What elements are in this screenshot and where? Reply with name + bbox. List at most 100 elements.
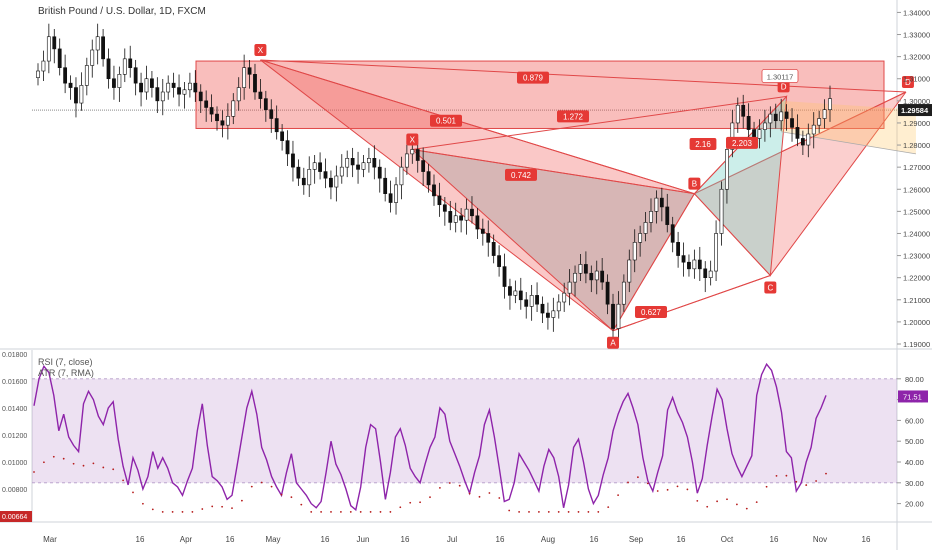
atr-dot [250, 485, 253, 488]
candle-body [697, 259, 702, 270]
candle-body [410, 149, 415, 155]
atr-dot [518, 511, 520, 513]
atr-dot [52, 455, 55, 458]
atr-dot [43, 461, 45, 464]
candle-body [822, 109, 827, 119]
pattern-xd-line [260, 59, 906, 93]
candle-body [269, 109, 274, 119]
pattern-xb-line [260, 59, 695, 195]
candle-body [529, 295, 534, 307]
candle-body [432, 184, 436, 197]
candle-body [236, 87, 241, 102]
atr-dot [33, 471, 35, 473]
candle-body [220, 120, 225, 126]
atr-dot [260, 481, 263, 484]
atr-dot [280, 493, 283, 496]
candle-body [63, 67, 68, 84]
candle-body [84, 65, 89, 86]
candle-body [556, 301, 561, 312]
candle-body [632, 242, 637, 261]
atr-dot [92, 462, 95, 465]
point-x1-label-bg [254, 43, 267, 56]
candle-body [421, 160, 426, 172]
atr-dot [389, 511, 392, 513]
point-x2-label: X [410, 135, 416, 144]
candle-body [182, 89, 187, 95]
candle-body [79, 85, 84, 104]
atr-dot [300, 503, 303, 506]
atr-dot [627, 481, 629, 484]
candle-body [372, 158, 377, 168]
candle-body [301, 177, 306, 186]
atr-dot [419, 501, 421, 504]
atr-dot [706, 505, 709, 508]
candle-body [133, 67, 138, 84]
ratio-xd1-label: 0.879 [523, 74, 544, 83]
candle-body [383, 177, 388, 194]
pattern-ac-line [612, 275, 771, 332]
candle-body [285, 140, 290, 155]
candle-body [768, 113, 773, 124]
candle-body [193, 82, 198, 93]
candle-body [41, 60, 46, 72]
candle-body [486, 233, 491, 243]
rsi-title: RSI (7, close) [38, 357, 93, 367]
atr-dot [597, 511, 600, 513]
candle-body [339, 166, 344, 177]
candle-body [345, 158, 350, 168]
candle-body [155, 87, 160, 102]
candle-body [795, 127, 800, 139]
candle-body [611, 303, 615, 329]
point-c-label: C [767, 283, 773, 292]
candle-body [665, 206, 670, 225]
ratio-xb2-label-bg [505, 168, 537, 181]
candle-body [535, 295, 539, 305]
candle-body [649, 211, 653, 223]
candle-body [654, 197, 659, 212]
atr-dot [399, 506, 402, 509]
candle-body [491, 242, 496, 256]
candle-body [578, 264, 583, 274]
pattern-xd-line [412, 95, 787, 150]
candle-body [719, 188, 724, 234]
atr-dot [765, 485, 768, 488]
point-c-label-bg [764, 281, 777, 294]
candle-body [312, 162, 317, 170]
candle-body [638, 233, 643, 243]
atr-dot [508, 509, 511, 512]
price-tick-label: 1.20000 [903, 318, 930, 327]
atr-dot [231, 507, 233, 509]
candle-body [567, 281, 572, 294]
candle-body [470, 208, 474, 217]
candle-body [513, 290, 518, 296]
atr-dot [379, 511, 382, 513]
candle-body [160, 91, 165, 102]
candle-body [263, 98, 268, 110]
candle-body [828, 98, 832, 110]
candle-body [643, 222, 648, 234]
candle-body [291, 153, 295, 168]
time-tick-label: 16 [496, 535, 505, 544]
atr-dot [676, 485, 679, 488]
atr-dot [557, 511, 560, 513]
candle-body [52, 36, 57, 50]
atr-dot [617, 494, 619, 497]
candle-body [139, 82, 143, 93]
ratio-bd1-label: 2.203 [732, 139, 753, 148]
candle-body [367, 158, 371, 164]
candle-body [746, 116, 751, 130]
atr-dot [221, 505, 224, 508]
candle-body [659, 197, 664, 208]
candle-body [790, 118, 794, 128]
price-tick-label: 1.26000 [903, 185, 930, 194]
price-tick-label: 1.33000 [903, 31, 930, 40]
candle-body [676, 242, 681, 256]
price-tick-label: 1.23000 [903, 252, 930, 261]
current-rsi-badge [898, 390, 928, 403]
atr-dot [151, 508, 154, 511]
candle-body [594, 270, 599, 281]
atr-dot [290, 496, 293, 499]
atr-dot [201, 508, 204, 510]
candle-body [404, 153, 409, 168]
